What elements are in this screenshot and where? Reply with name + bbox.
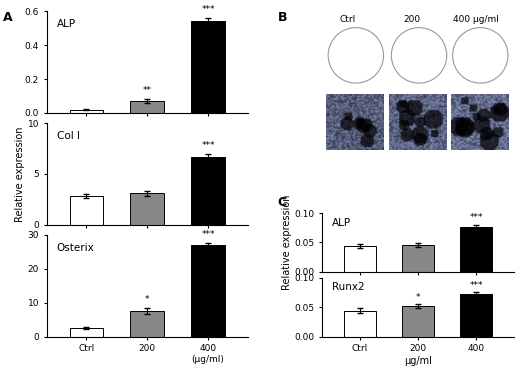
Bar [70, 196, 103, 225]
Text: Ctrl: Ctrl [339, 15, 356, 24]
Bar [460, 227, 492, 272]
Bar [344, 311, 376, 337]
Text: (μg/ml): (μg/ml) [192, 355, 225, 364]
Text: ***: *** [469, 214, 483, 223]
Text: C: C [278, 196, 287, 209]
Bar [402, 306, 434, 337]
Text: Runx2: Runx2 [332, 282, 364, 292]
Bar [460, 294, 492, 337]
Text: B: B [278, 11, 287, 24]
Text: **: ** [143, 86, 152, 95]
Text: ***: *** [201, 230, 215, 239]
Text: *: * [145, 295, 149, 304]
Bar [192, 21, 225, 113]
Text: ***: *** [469, 280, 483, 289]
Bar [344, 246, 376, 272]
Text: ALP: ALP [332, 218, 351, 228]
Text: Osterix: Osterix [57, 243, 94, 253]
Bar [130, 101, 164, 113]
Y-axis label: Relative expression: Relative expression [282, 195, 292, 290]
Text: 400 μg/ml: 400 μg/ml [453, 15, 498, 24]
Bar [192, 245, 225, 337]
Bar [130, 193, 164, 225]
Bar [192, 157, 225, 225]
Y-axis label: Relative expression: Relative expression [15, 126, 25, 222]
Text: ***: *** [201, 5, 215, 14]
Text: 200: 200 [404, 15, 421, 24]
Text: ***: *** [201, 141, 215, 150]
Bar [70, 328, 103, 337]
Text: ALP: ALP [57, 19, 76, 29]
Text: *: * [416, 293, 420, 302]
Bar [402, 245, 434, 272]
Text: Col I: Col I [57, 131, 80, 141]
Text: A: A [3, 11, 12, 24]
Bar [70, 110, 103, 113]
Bar [130, 311, 164, 337]
X-axis label: μg/ml: μg/ml [404, 356, 432, 366]
